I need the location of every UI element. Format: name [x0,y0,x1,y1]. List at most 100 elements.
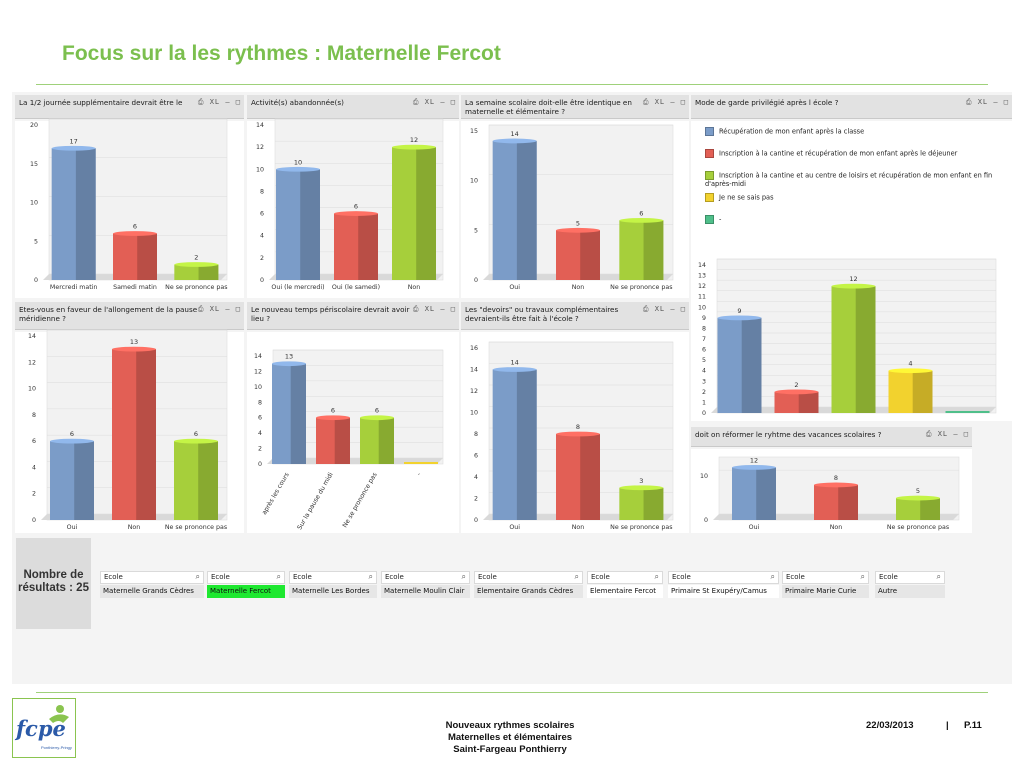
chart-title: Etes-vous en faveur de l'allongement de … [15,302,244,330]
ecole-filter[interactable]: Ecole ⌕ Maternelle Les Bordes [289,571,377,599]
bar[interactable]: 8 [814,474,858,520]
filter-value[interactable]: Maternelle Les Bordes [289,585,377,598]
legend-item[interactable]: - [705,215,721,224]
ecole-filter[interactable]: Ecole ⌕ Primaire St Exupéry/Camus [668,571,779,599]
ecole-filter[interactable]: Ecole ⌕ Autre [875,571,945,599]
panel-toolbar-icons[interactable]: ⎙ XL ‒ □ [412,98,456,106]
chart-panel-lunch-break: Etes-vous en faveur de l'allongement de … [15,302,244,533]
bar-top [276,166,320,172]
panel-toolbar-icons[interactable]: ⎙ XL ‒ □ [412,305,456,313]
bar[interactable]: 12 [392,136,436,280]
bar[interactable]: 5 [896,487,940,520]
ecole-filter[interactable]: Ecole ⌕ Primaire Marie Curie [782,571,869,599]
bar[interactable]: 3 [619,477,664,520]
legend-item[interactable]: Récupération de mon enfant après la clas… [705,127,864,136]
panel-toolbar-icons[interactable]: ⎙ XL ‒ □ [925,430,969,438]
bar[interactable] [404,462,438,464]
bar[interactable]: 6 [334,203,378,280]
filter-value[interactable]: Elementaire Grands Cèdres [474,585,583,598]
bar-shade [580,434,600,520]
filter-value[interactable]: Primaire St Exupéry/Camus [668,585,779,598]
search-icon[interactable]: ⌕ [276,572,281,581]
ecole-filter[interactable]: Ecole ⌕ Elementaire Grands Cèdres [474,571,583,599]
bar[interactable] [945,411,990,413]
filter-value[interactable]: Maternelle Moulin Clair [381,585,470,598]
legend-swatch [705,149,714,158]
bar[interactable]: 2 [774,381,819,413]
filter-header-label: Ecole [385,573,404,581]
bar-top [774,389,819,395]
search-icon[interactable]: ⌕ [574,572,579,581]
panel-toolbar-icons[interactable]: ⎙ XL ‒ □ [642,98,686,106]
bar[interactable]: 17 [51,137,96,280]
bar-value-label: 8 [834,474,838,482]
ecole-filter[interactable]: Ecole ⌕ Maternelle Grands Cèdres [100,571,204,599]
search-icon[interactable]: ⌕ [461,572,466,581]
chart-panel-homework: Les "devoirs" ou travaux complémentaires… [461,302,689,533]
bar[interactable]: 13 [112,338,156,520]
search-icon[interactable]: ⌕ [860,572,865,581]
filter-value[interactable]: Maternelle Fercot [207,585,285,598]
search-icon[interactable]: ⌕ [195,572,200,581]
legend-item[interactable]: Inscription à la cantine et au centre de… [705,171,1012,188]
filter-value[interactable]: Autre [875,585,945,598]
bar[interactable]: 6 [113,223,157,281]
y-tick-label: 11 [698,294,706,301]
legend-item[interactable]: Inscription à la cantine et récupération… [705,149,957,158]
filter-value[interactable]: Elementaire Fercot [587,585,663,598]
bar-value-label: 13 [285,353,293,361]
y-tick-label: 2 [258,446,262,453]
search-icon[interactable]: ⌕ [936,572,941,581]
ecole-filter[interactable]: Ecole ⌕ Elementaire Fercot [587,571,663,599]
filter-header-label: Ecole [293,573,312,581]
bar[interactable]: 6 [360,407,394,464]
chart-svg: 0 2 4 6 8 10 12 14 13 après les cours 6 Sur la paus… [254,349,444,531]
bar[interactable]: 10 [276,158,320,280]
bar[interactable]: 8 [556,423,600,520]
panel-toolbar-icons[interactable]: ⎙ XL ‒ □ [197,98,241,106]
bar[interactable]: 12 [732,456,776,520]
bar-body[interactable] [404,462,438,464]
search-icon[interactable]: ⌕ [654,572,659,581]
bar-top [174,262,219,267]
bar[interactable]: 6 [619,209,664,280]
bar[interactable]: 14 [492,130,537,280]
bar[interactable]: 6 [174,430,218,520]
y-tick-label: 0 [32,517,36,524]
panel-toolbar-icons[interactable]: ⎙ XL ‒ □ [965,98,1009,106]
x-tick-label: Ne se prononce pas [887,524,949,531]
panel-toolbar-icons[interactable]: ⎙ XL ‒ □ [642,305,686,313]
ecole-filter[interactable]: Ecole ⌕ Maternelle Moulin Clair [381,571,470,599]
chart-svg: 0 10 12 Oui 8 Non 5 Ne se prononce pas [700,456,960,531]
filter-value[interactable]: Primaire Marie Curie [782,585,869,598]
bar[interactable]: 6 [316,407,350,464]
chart-title: doit on réformer le ryhtme des vacances … [691,427,972,447]
x-tick-label: Non [128,524,141,531]
bar-body[interactable] [945,411,990,413]
x-tick-label: Sur la pause du midi [296,471,335,531]
bar[interactable]: 2 [174,254,219,281]
y-tick-label: 5 [34,238,38,245]
chart-title: Activité(s) abandonnée(s) [247,95,459,119]
bar-value-label: 5 [916,487,920,495]
bar-top [174,438,218,444]
x-tick-label: Ne se prononce pas [165,524,227,531]
bar[interactable]: 6 [50,430,94,520]
search-icon[interactable]: ⌕ [368,572,373,581]
bar[interactable]: 12 [831,275,876,413]
bar[interactable]: 13 [272,353,306,464]
x-tick-label: Ne se prononce pas [165,284,227,291]
bar-shade [912,370,933,413]
bar[interactable]: 14 [492,359,537,521]
y-tick-label: 12 [254,368,262,375]
panel-toolbar-icons[interactable]: ⎙ XL ‒ □ [197,305,241,313]
bar-value-label: 6 [639,209,643,217]
ecole-filter[interactable]: Ecole ⌕ Maternelle Fercot [207,571,285,599]
search-icon[interactable]: ⌕ [770,572,775,581]
bar[interactable]: 4 [888,360,933,413]
filter-value[interactable]: Maternelle Grands Cèdres [100,585,204,598]
legend-item[interactable]: Je ne se sais pas [705,193,774,202]
bar[interactable]: 5 [556,219,600,280]
bar[interactable]: 9 [717,307,762,413]
bar-shade [136,349,156,520]
